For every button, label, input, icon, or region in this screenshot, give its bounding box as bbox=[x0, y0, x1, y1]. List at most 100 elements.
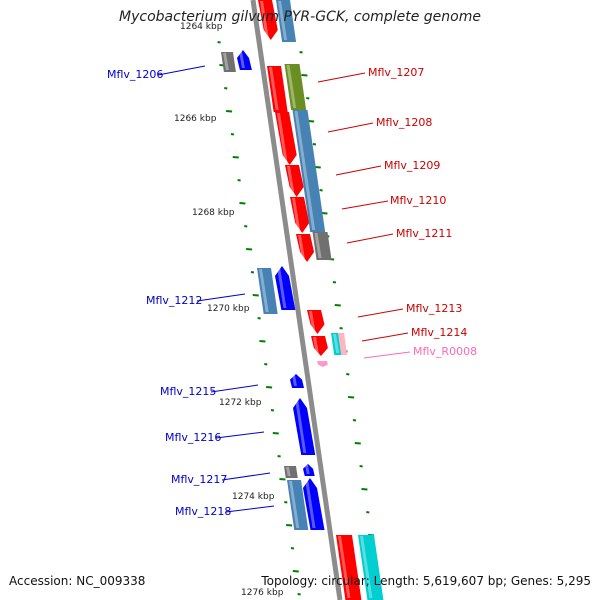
gene-mflv-1210-red bbox=[290, 197, 310, 233]
gene-mflv-1216-shape bbox=[293, 398, 316, 455]
gene-label-7: Mflv_1213 bbox=[406, 302, 462, 315]
gene-label-5: Mflv_1211 bbox=[396, 227, 452, 240]
gene-label-leader-13 bbox=[225, 505, 275, 513]
gene-mflv-1207-olive-shape bbox=[284, 64, 307, 110]
gene-label-1: Mflv_1207 bbox=[368, 66, 424, 79]
gene-top-blue-shape bbox=[276, 0, 297, 42]
gene-mflv-1212-b-highlight bbox=[277, 267, 287, 308]
gene-label-4: Mflv_1210 bbox=[390, 194, 446, 207]
gene-label-leader-9 bbox=[363, 351, 411, 359]
gene-mflv-1218-b-shape bbox=[303, 478, 325, 530]
gene-mflv-1206-b bbox=[237, 50, 252, 70]
gene-mflv-1217-blue-highlight bbox=[305, 465, 310, 474]
scale-tick bbox=[299, 51, 303, 54]
gene-mflv-1211-red-highlight bbox=[298, 235, 306, 260]
gene-mflv-1212-b-shape bbox=[275, 266, 296, 310]
gene-top-blue-highlight bbox=[278, 1, 288, 40]
gene-mflv-1213-shape bbox=[307, 310, 325, 334]
gene-mflv-1211-gray-highlight bbox=[314, 233, 322, 258]
gene-mflv-1208-red bbox=[275, 112, 297, 165]
gene-mflv-1208-1210 bbox=[292, 110, 326, 232]
gene-mflv-1216-highlight bbox=[295, 399, 307, 453]
scale-tick bbox=[259, 340, 266, 343]
scale-label-1: 1266 kbp bbox=[174, 114, 217, 124]
genome-title: Mycobacterium gilvum PYR-GCK, complete g… bbox=[119, 9, 481, 25]
scale-tick bbox=[297, 593, 301, 596]
gene-mflv-r0008-shape bbox=[338, 333, 348, 355]
scale-tick bbox=[352, 419, 357, 422]
scale-tick bbox=[301, 74, 308, 77]
gene-top-red bbox=[258, 0, 278, 40]
scale-tick bbox=[217, 41, 221, 44]
gene-mflv-1207-olive bbox=[284, 64, 307, 110]
gene-mflv-1210-red-shape bbox=[290, 197, 310, 233]
gene-label-leader-0 bbox=[157, 65, 206, 76]
gene-label-13: Mflv_1218 bbox=[175, 505, 231, 518]
gene-label-leader-8 bbox=[361, 332, 409, 342]
gene-mflv-1207-olive-highlight bbox=[286, 65, 297, 108]
gene-mflv-1214-cyan-highlight bbox=[333, 334, 340, 353]
gene-mflv-1215 bbox=[290, 374, 305, 388]
accession-text: Accession: NC_009338 bbox=[9, 574, 146, 588]
scale-tick bbox=[354, 442, 361, 445]
scale-tick bbox=[270, 409, 275, 412]
gene-label-leader-7 bbox=[357, 308, 404, 318]
gene-mflv-1212-a bbox=[257, 268, 278, 314]
scale-tick bbox=[264, 363, 268, 366]
scale-tick bbox=[244, 225, 248, 228]
gene-mflv-1215-shape bbox=[290, 374, 305, 388]
scale-label-2: 1268 kbp bbox=[192, 208, 235, 218]
gene-label-leader-5 bbox=[346, 233, 394, 244]
gene-mflv-1212-b bbox=[275, 266, 296, 310]
gene-mflv-1212-a-shape bbox=[257, 268, 278, 314]
scale-tick bbox=[361, 488, 368, 491]
gene-mflv-1207-red bbox=[267, 66, 288, 112]
gene-mflv-1210-red-highlight bbox=[292, 198, 301, 231]
gene-label-10: Mflv_1215 bbox=[160, 385, 216, 398]
gene-label-9: Mflv_R0008 bbox=[413, 345, 477, 358]
gene-mflv-1206-b-shape bbox=[237, 50, 252, 70]
gene-rna-marker bbox=[317, 361, 328, 367]
gene-mflv-r0008 bbox=[338, 333, 348, 355]
scale-tick bbox=[230, 133, 235, 136]
gene-label-leader-12 bbox=[221, 472, 271, 481]
gene-label-leader-1 bbox=[317, 72, 366, 83]
scale-tick bbox=[284, 501, 288, 504]
gene-mflv-1214-red-highlight bbox=[313, 337, 319, 354]
gene-mflv-1209-red-highlight bbox=[287, 166, 295, 195]
scale-tick bbox=[237, 179, 241, 182]
scale-label-3: 1270 kbp bbox=[207, 304, 250, 314]
gene-mflv-1217-blue-shape bbox=[303, 464, 315, 476]
gene-mflv-1206-a bbox=[221, 52, 236, 72]
scale-label-6: 1276 kbp bbox=[241, 588, 284, 598]
gene-bottom-cyan-highlight bbox=[360, 536, 373, 598]
scale-tick bbox=[366, 511, 370, 514]
gene-mflv-1218-a bbox=[287, 480, 309, 530]
gene-label-leader-3 bbox=[335, 165, 382, 176]
gene-label-leader-2 bbox=[327, 122, 374, 133]
gene-top-red-shape bbox=[258, 0, 278, 40]
scale-tick bbox=[246, 248, 253, 251]
scale-tick bbox=[272, 432, 279, 435]
scale-tick bbox=[312, 143, 317, 146]
gene-mflv-1217-gray bbox=[284, 466, 298, 478]
gene-label-11: Mflv_1216 bbox=[165, 431, 221, 444]
gene-label-leader-10 bbox=[210, 384, 259, 393]
gene-mflv-1217-blue bbox=[303, 464, 315, 476]
gene-label-2: Mflv_1208 bbox=[376, 116, 432, 129]
gene-mflv-1206-a-highlight bbox=[223, 53, 229, 70]
gene-bottom-cyan-shape bbox=[358, 535, 384, 600]
gene-mflv-1218-b-highlight bbox=[305, 479, 316, 528]
scale-tick bbox=[306, 97, 310, 100]
gene-mflv-1217-gray-highlight bbox=[286, 467, 291, 476]
scale-tick bbox=[266, 386, 273, 389]
gene-label-leader-6 bbox=[196, 293, 246, 302]
scale-tick bbox=[257, 317, 261, 320]
gene-mflv-1211-red bbox=[296, 234, 315, 262]
gene-mflv-1209-red-shape bbox=[285, 165, 304, 197]
scale-tick bbox=[348, 396, 355, 399]
scale-tick bbox=[346, 373, 350, 376]
gene-mflv-1218-a-shape bbox=[287, 480, 309, 530]
gene-bottom-red bbox=[336, 535, 362, 600]
gene-mflv-1217-gray-shape bbox=[284, 466, 298, 478]
